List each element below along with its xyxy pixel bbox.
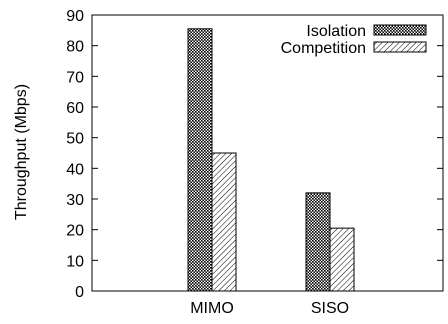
y-tick-label: 20 xyxy=(66,223,84,240)
y-tick-label: 60 xyxy=(66,100,84,117)
y-axis: 0 10 20 30 40 50 60 70 80 90 xyxy=(66,8,443,301)
plot-border xyxy=(91,14,444,292)
y-tick-label: 10 xyxy=(66,253,84,270)
y-tick-label: 30 xyxy=(66,192,84,209)
bar-isolation-mimo xyxy=(187,28,213,292)
y-tick-label: 50 xyxy=(66,131,84,148)
bar-competition-mimo xyxy=(211,152,237,292)
legend-label: Competition xyxy=(281,40,366,57)
y-tick-label: 80 xyxy=(66,39,84,56)
legend-swatch xyxy=(373,24,427,36)
y-tick-label: 40 xyxy=(66,161,84,178)
y-tick-label: 70 xyxy=(66,69,84,86)
bar-competition-siso xyxy=(329,227,355,292)
legend-swatch xyxy=(373,41,427,53)
y-tick-label: 0 xyxy=(75,284,84,301)
x-tick-label: MIMO xyxy=(190,300,234,317)
bar-isolation-siso xyxy=(305,192,331,292)
x-tick-label: SISO xyxy=(311,300,349,317)
legend-label: Isolation xyxy=(306,23,366,40)
y-axis-title: Throughput (Mbps) xyxy=(13,84,30,220)
y-tick-label: 90 xyxy=(66,8,84,25)
plot-frame xyxy=(91,14,444,292)
bars xyxy=(187,28,355,292)
